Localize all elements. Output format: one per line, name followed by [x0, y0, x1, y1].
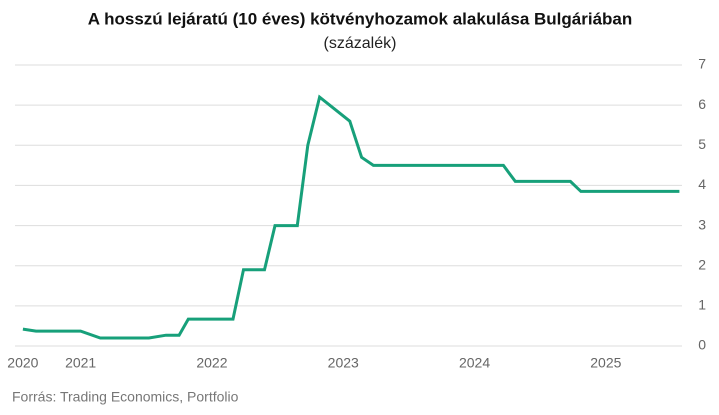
- y-tick-label: 6: [698, 96, 706, 112]
- x-tick-label: 2024: [459, 355, 490, 371]
- data-line: [22, 94, 680, 340]
- x-tick-label: 2020: [7, 355, 38, 371]
- y-tick-label: 5: [698, 136, 706, 152]
- y-tick-label: 0: [698, 337, 706, 353]
- y-tick-label: 7: [698, 56, 706, 72]
- source: Forrás: Trading Economics, Portfolio: [12, 389, 239, 405]
- y-tick-label: 4: [698, 176, 706, 192]
- y-tick-label: 2: [698, 256, 706, 272]
- y-tick-label: 1: [698, 297, 706, 313]
- chart-title: A hosszú lejáratú (10 éves) kötvényhozam…: [88, 9, 633, 28]
- x-tick-label: 2025: [590, 355, 621, 371]
- y-tick-label: 3: [698, 216, 706, 232]
- x-tick-label: 2021: [65, 355, 96, 371]
- x-tick-label: 2023: [328, 355, 359, 371]
- chart-subtitle: (százalék): [324, 35, 397, 52]
- x-tick-label: 2022: [196, 355, 227, 371]
